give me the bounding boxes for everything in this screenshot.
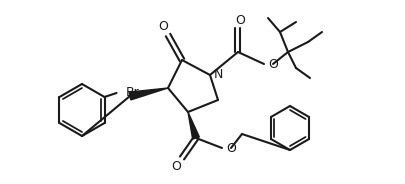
Text: Br: Br [125, 86, 139, 100]
Text: O: O [267, 59, 277, 72]
Text: O: O [234, 13, 244, 26]
Text: O: O [158, 20, 168, 33]
Text: O: O [171, 160, 181, 173]
Polygon shape [129, 88, 168, 100]
Text: N: N [213, 68, 223, 81]
Text: O: O [226, 142, 235, 155]
Polygon shape [188, 112, 199, 139]
